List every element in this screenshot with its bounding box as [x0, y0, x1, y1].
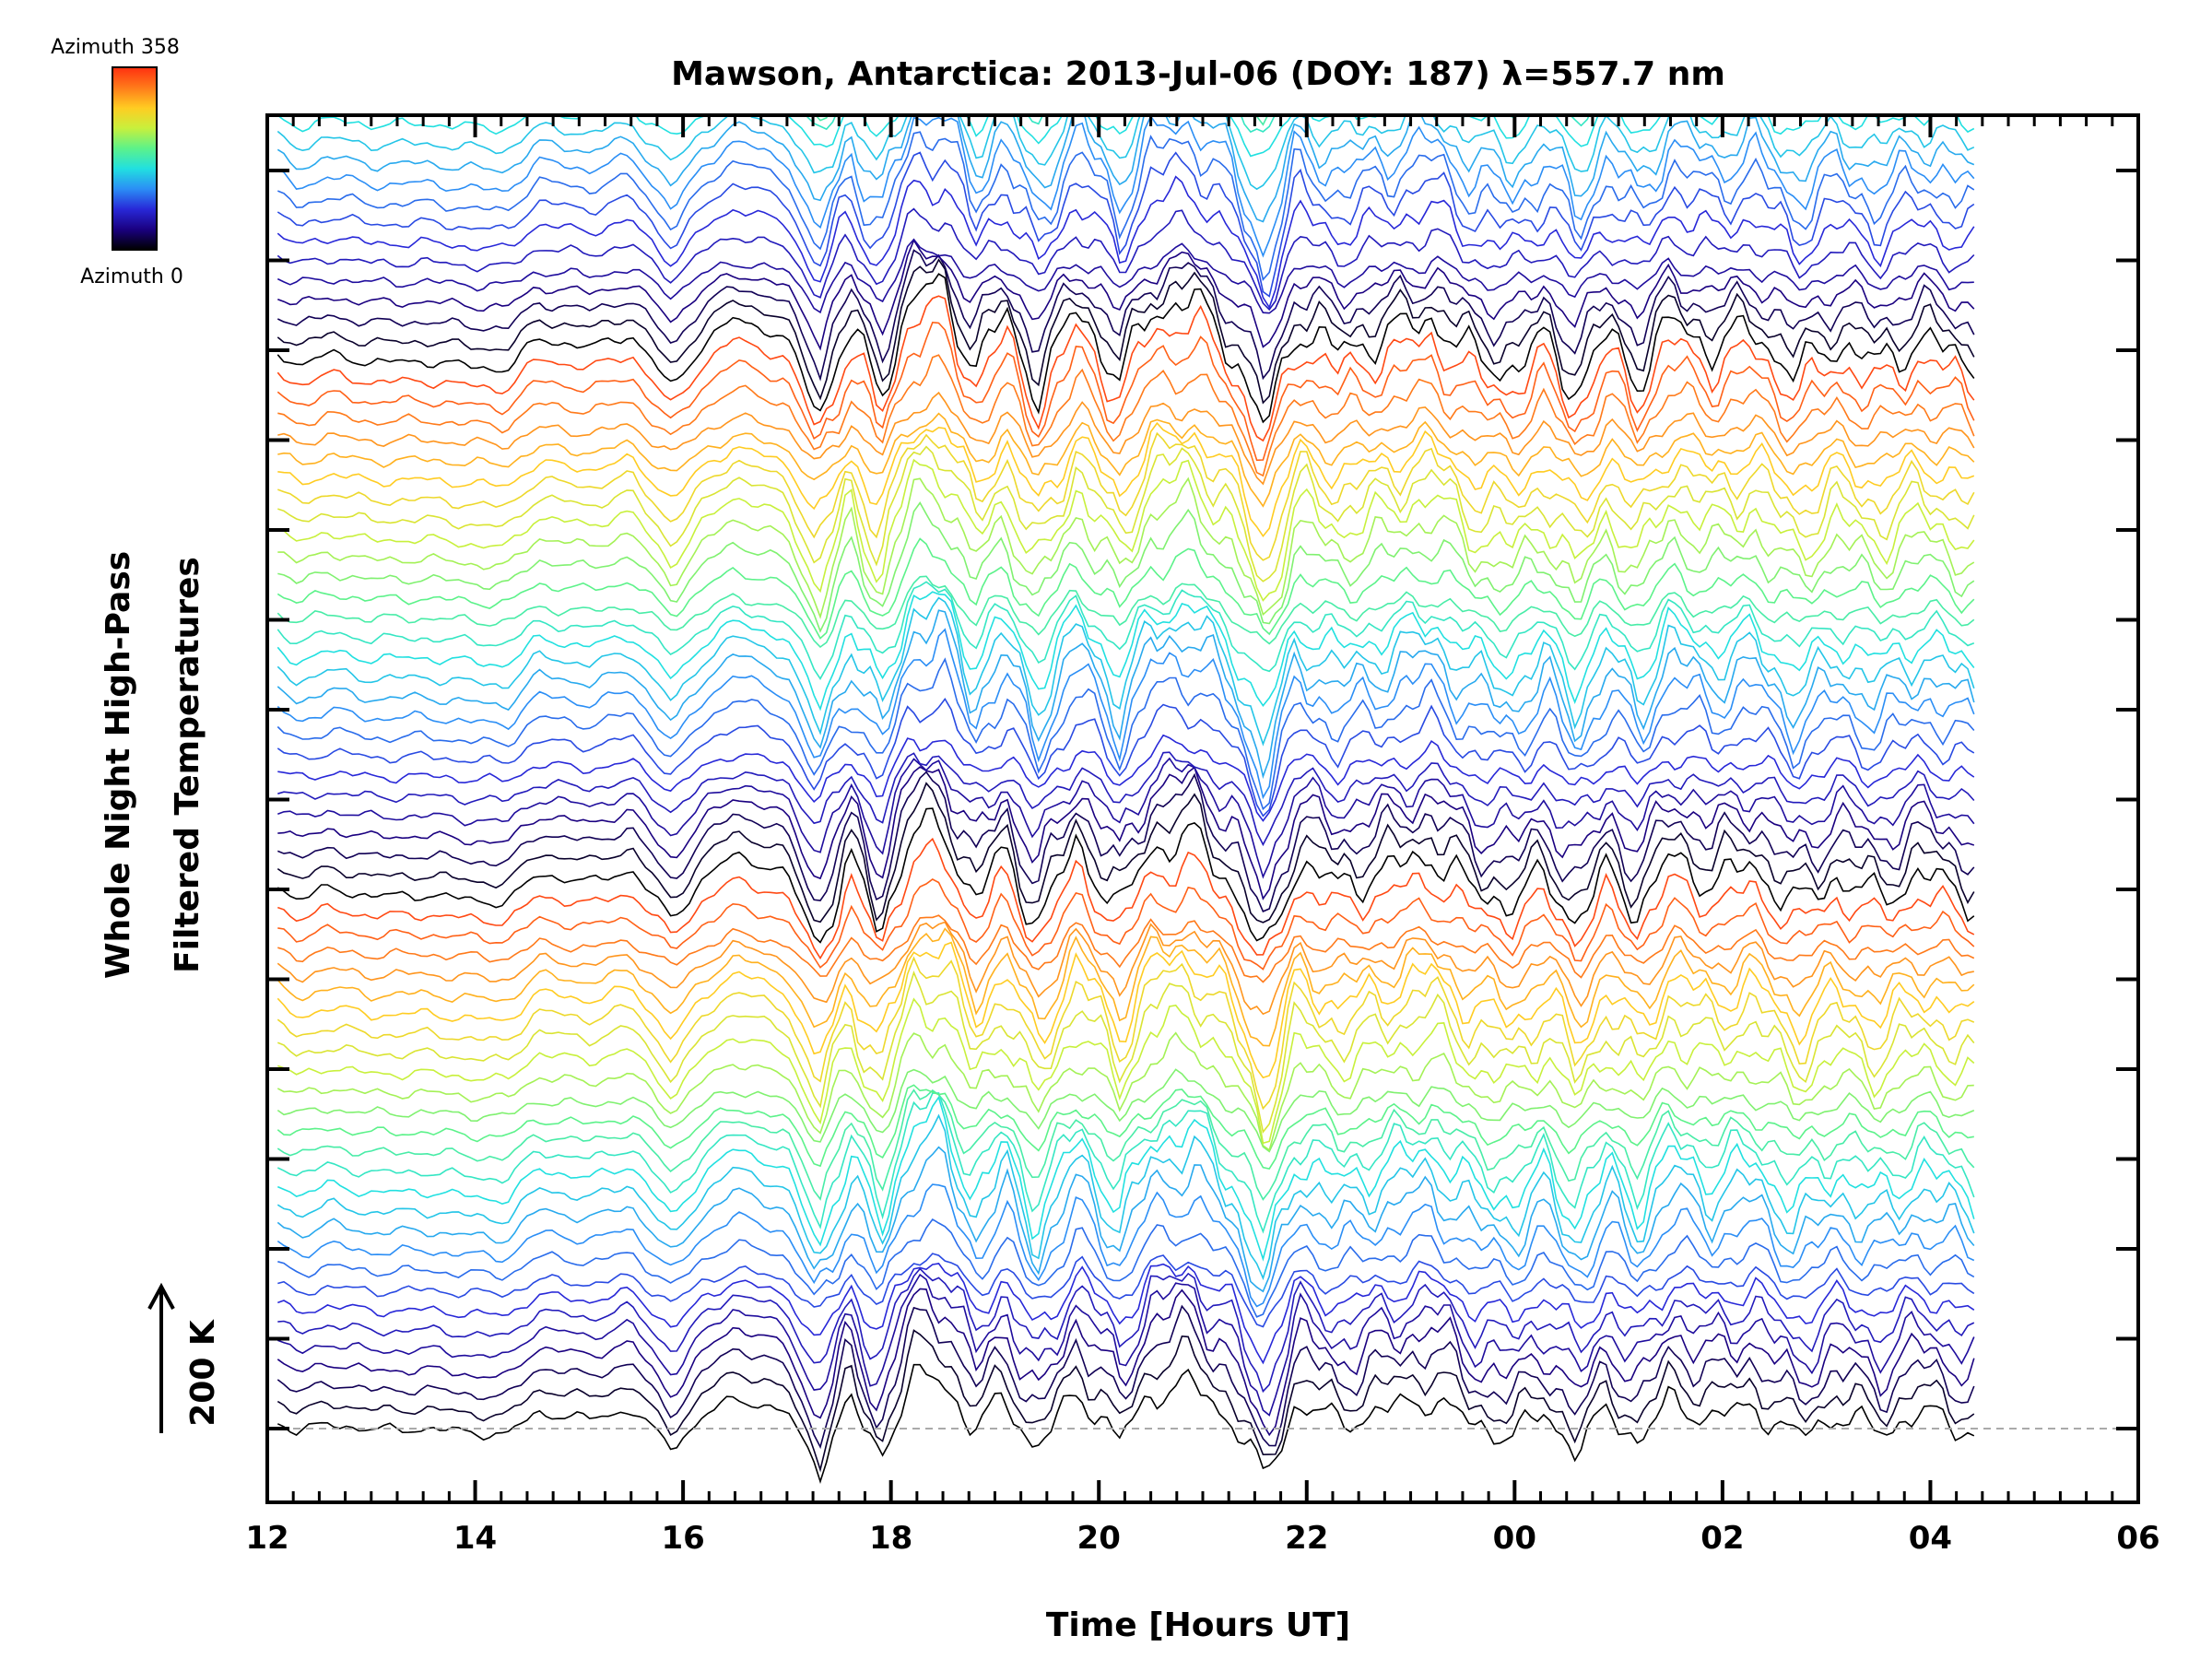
series-line	[276, 628, 1975, 800]
series-line	[277, 997, 1975, 1145]
series-line	[277, 766, 1975, 900]
x-tick-label: 16	[661, 1520, 704, 1557]
series-line	[276, 956, 1975, 1111]
series-line	[276, 175, 1975, 310]
colorbar-top-label: Azimuth 358	[51, 36, 180, 59]
series-line	[276, 115, 1975, 191]
series-line	[276, 782, 1975, 924]
series-line	[277, 914, 1975, 983]
series-line	[277, 238, 1975, 351]
y-axis-label-line2: Filtered Temperatures	[169, 557, 206, 973]
series-line	[276, 609, 1975, 780]
series-line	[276, 1288, 1975, 1437]
chart-title: Mawson, Antarctica: 2013-Jul-06 (DOY: 18…	[671, 55, 1725, 93]
x-tick-label: 12	[245, 1520, 288, 1557]
series-line	[277, 1263, 1975, 1365]
series-line	[276, 1095, 1975, 1262]
series-line	[277, 771, 1975, 912]
series-line	[276, 941, 1975, 1079]
series-line	[277, 115, 1975, 258]
series-line	[277, 0, 1974, 23]
colorbar-bottom-label: Azimuth 0	[80, 265, 183, 288]
series-line	[276, 596, 1975, 747]
series-line	[277, 431, 1975, 561]
series-line	[276, 591, 1975, 712]
series-line	[276, 1092, 1975, 1234]
series-line	[276, 927, 1975, 1047]
series-line	[277, 734, 1975, 822]
series-line	[277, 878, 1975, 971]
series-line	[277, 0, 1974, 49]
data-traces	[276, 0, 1975, 1485]
plot-frame	[265, 113, 2140, 1504]
series-line	[276, 537, 1975, 640]
series-line	[276, 249, 1975, 382]
series-line	[277, 477, 1975, 619]
series-line	[276, 1304, 1975, 1450]
x-tick-label: 20	[1077, 1520, 1121, 1557]
series-line	[276, 321, 1975, 462]
series-line	[276, 1146, 1975, 1293]
scale-arrow	[147, 1282, 175, 1433]
series-line	[276, 575, 1975, 649]
series-line	[276, 238, 1974, 314]
series-line	[276, 921, 1974, 1016]
series-line	[277, 1273, 1975, 1417]
series-line	[276, 1088, 1975, 1201]
x-tick-label: 02	[1700, 1520, 1744, 1557]
series-line	[276, 273, 1975, 424]
series-line	[277, 412, 1975, 508]
x-tick-label: 06	[2116, 1520, 2159, 1557]
series-line	[277, 970, 1975, 1134]
x-tick-label: 14	[453, 1520, 497, 1557]
series-line	[277, 445, 1975, 582]
series-line	[276, 581, 1975, 680]
series-line	[276, 1329, 1975, 1473]
series-line	[276, 207, 1975, 312]
series-line	[276, 1113, 1975, 1281]
series-line	[276, 657, 1975, 811]
x-tick-label: 04	[1909, 1520, 1952, 1557]
series-line	[277, 751, 1975, 847]
series-line	[276, 807, 1975, 944]
series-line	[276, 1363, 1975, 1485]
y-axis-ticks	[267, 169, 2138, 1430]
x-axis-label: Time [Hours UT]	[1046, 1606, 1350, 1644]
x-tick-label: 18	[869, 1520, 912, 1557]
y-axis-label-line1: Whole Night High-Pass	[100, 551, 137, 979]
series-line	[276, 1031, 1974, 1152]
series-line	[277, 421, 1975, 538]
scale-label: 200 K	[184, 1319, 222, 1427]
series-line	[276, 1068, 1975, 1153]
series-line	[276, 1183, 1975, 1308]
series-line	[277, 391, 1975, 486]
series-line	[276, 258, 1975, 405]
x-tick-label: 22	[1285, 1520, 1328, 1557]
x-tick-label: 00	[1493, 1520, 1536, 1557]
series-line	[277, 458, 1975, 602]
series-line	[277, 501, 1975, 633]
series-line	[277, 1253, 1975, 1328]
series-line	[277, 757, 1975, 879]
series-line	[277, 354, 1975, 477]
series-line	[276, 115, 1975, 223]
series-line	[277, 131, 1975, 282]
series-line	[276, 295, 1975, 442]
series-line	[276, 697, 1975, 818]
series-line	[276, 151, 1975, 298]
series-line	[277, 837, 1975, 960]
series-line	[276, 1084, 1974, 1170]
series-line	[277, 1267, 1975, 1394]
x-axis-ticks: 12 14 16 18 20 22 00 02 04 06	[245, 115, 2160, 1557]
series-line	[277, 1218, 1975, 1318]
colorbar	[112, 66, 158, 251]
